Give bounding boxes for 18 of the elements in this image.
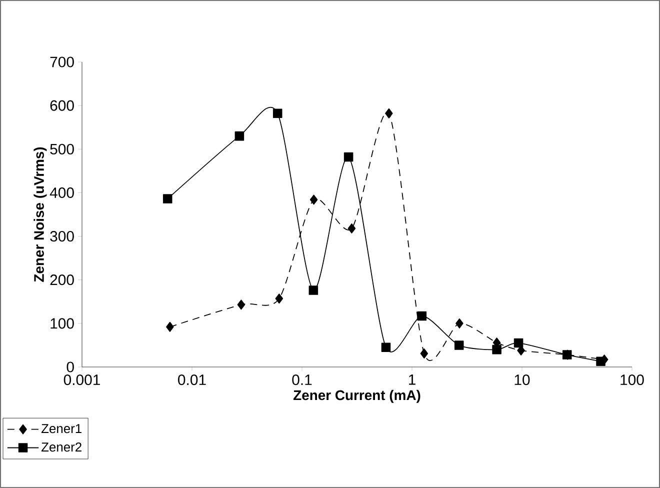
- legend-label: Zener2: [41, 442, 82, 452]
- legend-label: Zener1: [41, 424, 82, 434]
- x-axis-title: Zener Current (mA): [293, 390, 420, 403]
- x-tick-label: 0.1: [292, 374, 312, 386]
- x-tick-label: 0.001: [64, 374, 100, 386]
- y-axis-title: Zener Noise (uVrms): [34, 147, 47, 282]
- y-tick-label: 400: [50, 187, 74, 198]
- x-tick-label: 100: [620, 374, 644, 386]
- y-tick-label: 0: [66, 362, 74, 372]
- x-tick-label: 1: [408, 374, 416, 385]
- y-tick-label: 700: [50, 56, 74, 68]
- y-tick-label: 500: [50, 144, 74, 154]
- y-tick-label: 600: [50, 100, 74, 111]
- y-tick-label: 100: [50, 318, 74, 329]
- x-tick-label: 10: [514, 374, 530, 386]
- x-tick-label: 0.01: [178, 374, 206, 386]
- y-tick-label: 200: [50, 274, 74, 286]
- y-tick-label: 300: [50, 230, 74, 242]
